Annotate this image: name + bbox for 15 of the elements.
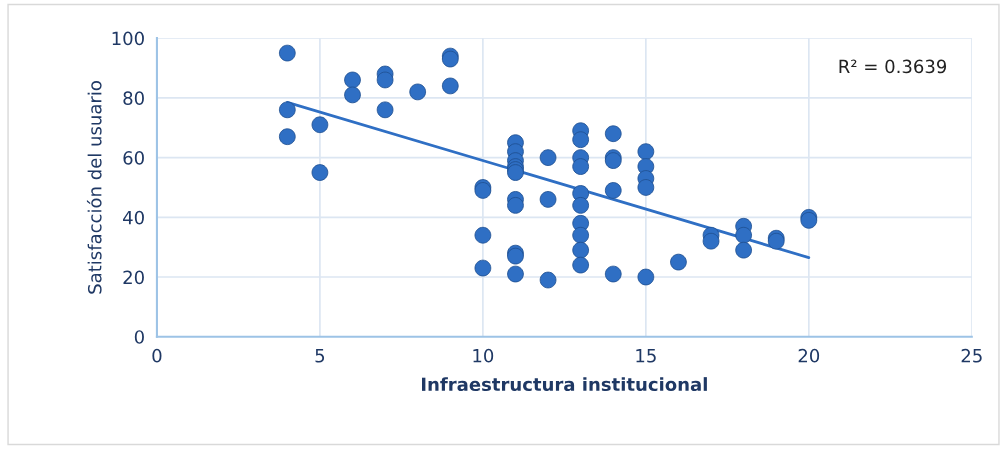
x-tick-label: 25: [961, 348, 982, 363]
x-tick-label: 20: [798, 348, 820, 363]
y-tick-label: 60: [123, 151, 144, 165]
annotation: R² = 0.3639: [839, 59, 947, 74]
y-tick-label: 40: [123, 210, 144, 225]
y-tick-label: 0: [134, 330, 144, 344]
x-tick-label: 10: [473, 348, 494, 363]
x-axis-title: Infraestructura institucional: [421, 377, 707, 392]
x-tick-label: 15: [636, 349, 656, 363]
x-tick-label: 0: [152, 348, 162, 363]
x-tick-label: 5: [315, 349, 325, 363]
y-tick-label: 100: [112, 31, 144, 46]
y-tick-label: 20: [123, 270, 144, 285]
y-axis-title: Satisfacción del usuario: [86, 81, 102, 294]
y-tick-label: 80: [123, 91, 144, 105]
